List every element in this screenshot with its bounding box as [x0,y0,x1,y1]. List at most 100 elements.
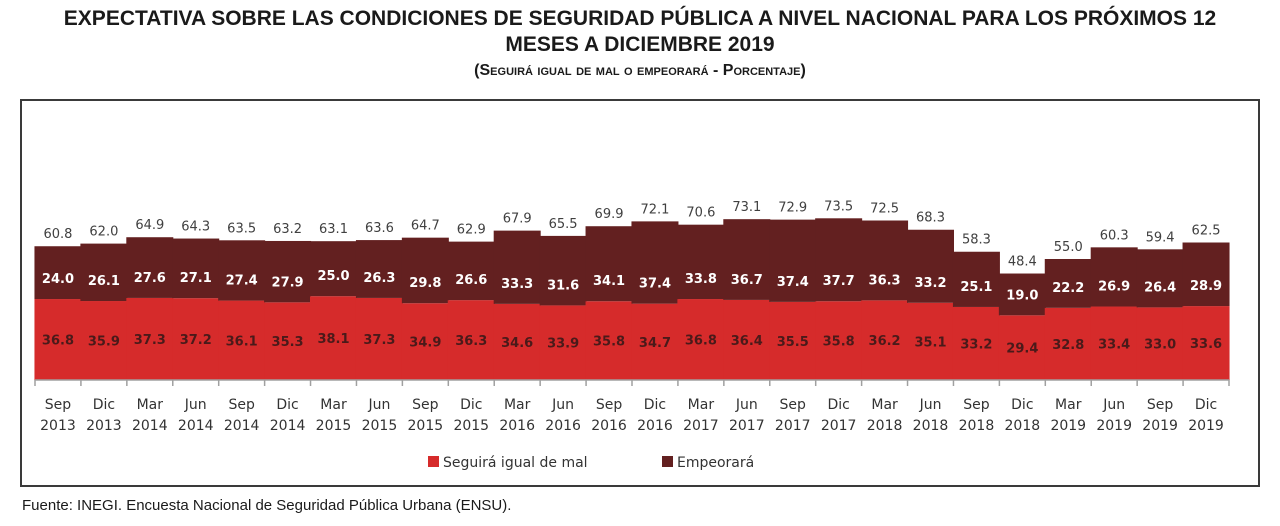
data-label-seguira: 36.2 [869,334,901,349]
data-label-seguira: 34.6 [501,336,533,351]
bar-seguira-igual-de-mal [310,296,357,380]
data-label-empeorara: 36.3 [869,273,901,288]
data-label-seguira: 37.3 [134,333,166,348]
bar-empeorara [723,219,771,300]
data-label-total: 58.3 [962,233,991,248]
data-label-total: 73.5 [824,199,853,214]
data-label-empeorara: 33.8 [685,272,717,287]
data-label-empeorara: 31.6 [547,278,579,293]
bar-empeorara [1090,247,1138,307]
data-label-empeorara: 28.9 [1190,279,1222,294]
bar-empeorara [952,251,1000,307]
bar-seguira-igual-de-mal [34,299,82,380]
x-tick-label-month: Jun [184,397,207,413]
bar-seguira-igual-de-mal [401,303,449,380]
data-label-empeorara: 26.6 [455,273,487,288]
data-label-empeorara: 29.8 [409,276,441,291]
data-label-seguira: 36.3 [455,334,487,349]
x-tick-label-year: 2017 [683,418,719,434]
bar-empeorara [310,241,357,297]
data-label-empeorara: 37.7 [823,274,855,289]
bar-seguira-igual-de-mal [1044,307,1092,380]
bar-seguira-igual-de-mal [723,299,771,380]
x-tick-label-month: Jun [735,397,758,413]
bar-empeorara [631,221,679,304]
x-tick-label-month: Sep [780,397,807,413]
data-label-empeorara: 27.1 [180,271,212,286]
x-tick-label-year: 2015 [316,418,352,434]
data-label-seguira: 35.5 [777,335,809,350]
data-label-seguira: 35.9 [88,335,120,350]
data-label-total: 72.9 [778,201,807,216]
x-tick-label-year: 2018 [959,418,995,434]
data-label-seguira: 36.8 [42,334,74,349]
x-tick-label-year: 2018 [913,418,949,434]
data-label-seguira: 34.7 [639,336,671,351]
x-tick-label-year: 2016 [591,418,627,434]
data-label-total: 73.1 [732,200,761,215]
data-label-empeorara: 27.4 [226,274,258,289]
data-label-empeorara: 26.3 [363,271,395,286]
x-tick-label-month: Jun [919,397,942,413]
x-tick-label-month: Sep [228,397,255,413]
bar-empeorara [1136,249,1184,308]
x-tick-label-month: Sep [412,397,439,413]
chart-frame: 36.8 24.0 60.8 Sep 2013 35.9 26.1 62.0 Dic 2013 37… [20,99,1260,487]
data-label-empeorara: 37.4 [639,277,671,292]
bar-seguira-igual-de-mal [172,298,220,380]
x-tick-label-month: Mar [504,397,531,413]
bar-empeorara [172,238,220,299]
data-label-total: 60.8 [43,227,72,242]
data-label-total: 59.4 [1146,230,1175,245]
bar-empeorara [401,237,449,304]
x-tick-label-month: Dic [1011,397,1033,413]
data-label-total: 63.2 [273,222,302,237]
data-label-total: 69.9 [595,207,624,222]
x-tick-label-month: Dic [1195,397,1217,413]
bar-seguira-igual-de-mal [447,300,495,380]
x-tick-label-year: 2019 [1096,418,1132,434]
data-label-total: 62.0 [89,225,118,240]
x-tick-label-month: Sep [1147,397,1174,413]
x-tick-label-year: 2019 [1142,418,1178,434]
legend-swatch-empeorara [662,456,673,467]
x-tick-label-year: 2017 [729,418,765,434]
data-label-empeorara: 25.1 [960,280,992,295]
x-tick-label-month: Dic [644,397,666,413]
x-tick-label-month: Mar [1055,397,1082,413]
x-tick-label-year: 2014 [132,418,168,434]
bar-seguira-igual-de-mal [1090,306,1138,380]
x-tick-label-month: Jun [551,397,574,413]
data-label-total: 63.1 [319,222,348,237]
data-label-seguira: 29.4 [1006,342,1038,357]
data-label-total: 63.6 [365,221,394,236]
data-label-empeorara: 26.1 [88,274,120,289]
data-label-seguira: 36.8 [685,334,717,349]
bar-empeorara [493,230,541,304]
data-label-total: 68.3 [916,211,945,226]
bar-empeorara [447,241,495,301]
x-tick-label-year: 2013 [40,418,76,434]
bar-seguira-igual-de-mal [861,300,909,380]
bar-empeorara [998,273,1046,316]
data-label-total: 55.0 [1054,240,1083,255]
stacked-bar-chart: 36.8 24.0 60.8 Sep 2013 35.9 26.1 62.0 Dic 2013 37… [34,199,1230,471]
data-label-empeorara: 22.2 [1052,281,1084,296]
bar-seguira-igual-de-mal [1136,307,1184,380]
data-label-empeorara: 19.0 [1006,288,1038,303]
data-label-total: 48.4 [1008,255,1037,270]
x-tick-label-year: 2019 [1188,418,1224,434]
bar-empeorara [585,226,633,302]
data-label-seguira: 32.8 [1052,338,1084,353]
chart-title-line2: MESES A DICIEMBRE 2019 [505,33,775,56]
bar-empeorara [1044,259,1092,308]
x-tick-label-month: Dic [276,397,298,413]
data-label-seguira: 34.9 [409,336,441,351]
data-label-total: 62.5 [1192,224,1221,239]
bar-empeorara [815,218,863,302]
data-label-total: 62.9 [457,223,486,238]
x-tick-label-month: Sep [596,397,623,413]
bar-seguira-igual-de-mal [218,300,266,380]
bar-seguira-igual-de-mal [998,315,1046,380]
x-tick-label-month: Jun [1102,397,1125,413]
